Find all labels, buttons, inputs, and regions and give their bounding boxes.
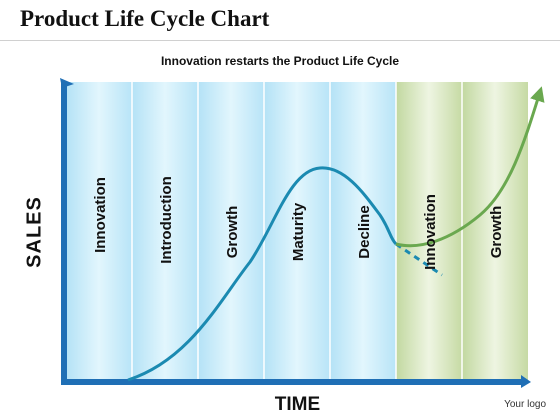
innovation-growth-curve	[395, 86, 545, 248]
phase-label-2: Introduction	[158, 176, 175, 263]
phase-label-1: Innovation	[92, 177, 109, 253]
phase-band-5	[330, 82, 396, 380]
phase-bands	[66, 82, 528, 380]
logo-placeholder: Your logo	[504, 399, 546, 410]
phase-band-1	[66, 82, 132, 380]
phase-label-6: Innovation	[422, 194, 439, 270]
decline-dashed-curve	[395, 242, 443, 277]
phase-band-4	[264, 82, 330, 380]
phase-band-6	[396, 82, 462, 380]
phase-labels: Innovation Introduction Growth Maturity Decl…	[92, 176, 505, 270]
diagram-subtitle: Innovation restarts the Product Life Cyc…	[160, 54, 400, 68]
x-axis-cap	[521, 375, 531, 388]
y-axis-cap	[60, 78, 74, 88]
phase-label-4: Maturity	[290, 202, 307, 261]
phase-label-5: Decline	[356, 205, 373, 258]
title-bar: Product Life Cycle Chart	[0, 0, 560, 40]
phase-label-7: Growth	[488, 206, 505, 259]
phase-band-3	[198, 82, 264, 380]
page-title: Product Life Cycle Chart	[20, 6, 270, 31]
phase-band-7	[462, 82, 528, 380]
title-divider	[0, 40, 560, 41]
x-axis-label: TIME	[274, 394, 321, 415]
y-axis-label: SALES	[23, 196, 46, 268]
phase-label-3: Growth	[224, 206, 241, 259]
product-life-curve	[127, 166, 398, 382]
phase-band-2	[132, 82, 198, 380]
